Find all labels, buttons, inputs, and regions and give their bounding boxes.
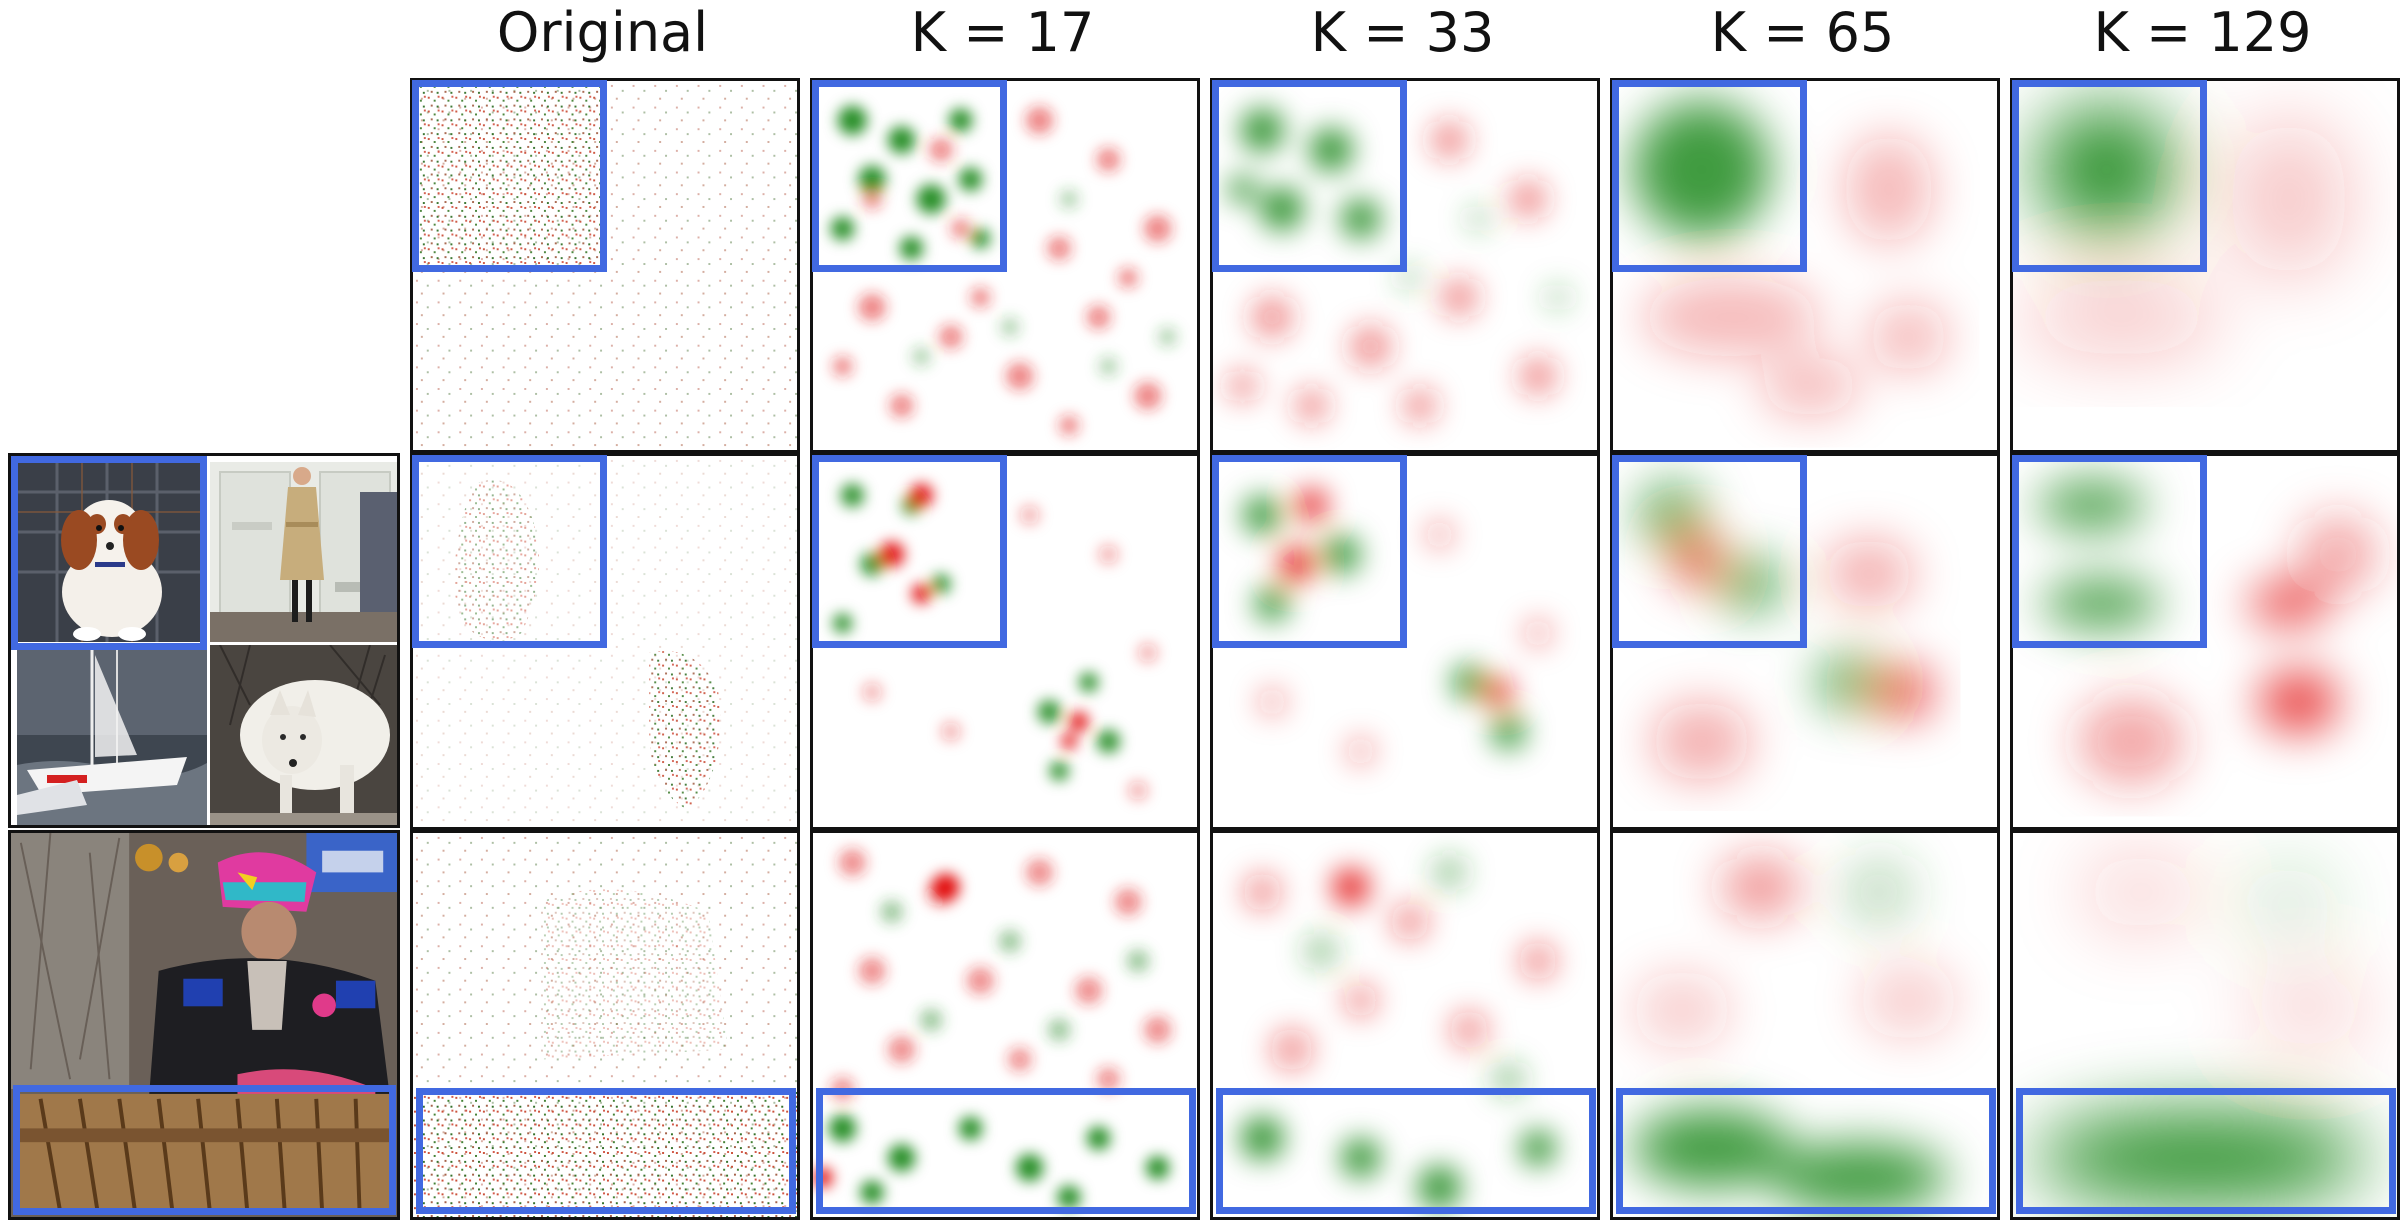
saliency-row1-k129 bbox=[2010, 78, 2400, 453]
column-title-k33: K = 33 bbox=[1310, 1, 1495, 64]
saliency-row3-original bbox=[410, 830, 800, 1220]
saliency-row2-k65 bbox=[1610, 453, 2000, 830]
dog-photo bbox=[17, 462, 207, 642]
saliency-row3-k129 bbox=[2010, 830, 2400, 1220]
saliency-row1-k33 bbox=[1210, 78, 1600, 453]
white-wolf-photo bbox=[210, 645, 397, 825]
column-title-k129: K = 129 bbox=[2093, 1, 2312, 64]
sailboat-photo bbox=[17, 645, 207, 825]
column-title-original: Original bbox=[496, 1, 709, 64]
column-title-k65: K = 65 bbox=[1710, 1, 1895, 64]
saliency-row2-k129 bbox=[2010, 453, 2400, 830]
saliency-row2-k17 bbox=[810, 453, 1200, 830]
saliency-row2-k33 bbox=[1210, 453, 1600, 830]
saliency-row1-original bbox=[410, 78, 800, 453]
saliency-row3-k33 bbox=[1210, 830, 1600, 1220]
saliency-row2-original bbox=[410, 453, 800, 830]
saliency-row1-k17 bbox=[810, 78, 1200, 453]
saliency-row1-k65 bbox=[1610, 78, 2000, 453]
input-collage-panel bbox=[8, 453, 400, 828]
column-title-k17: K = 17 bbox=[910, 1, 1095, 64]
saliency-row3-k17 bbox=[810, 830, 1200, 1220]
saliency-row3-k65 bbox=[1610, 830, 2000, 1220]
person-in-trench-coat-photo bbox=[210, 462, 397, 642]
input-marimba-panel bbox=[8, 830, 400, 1220]
